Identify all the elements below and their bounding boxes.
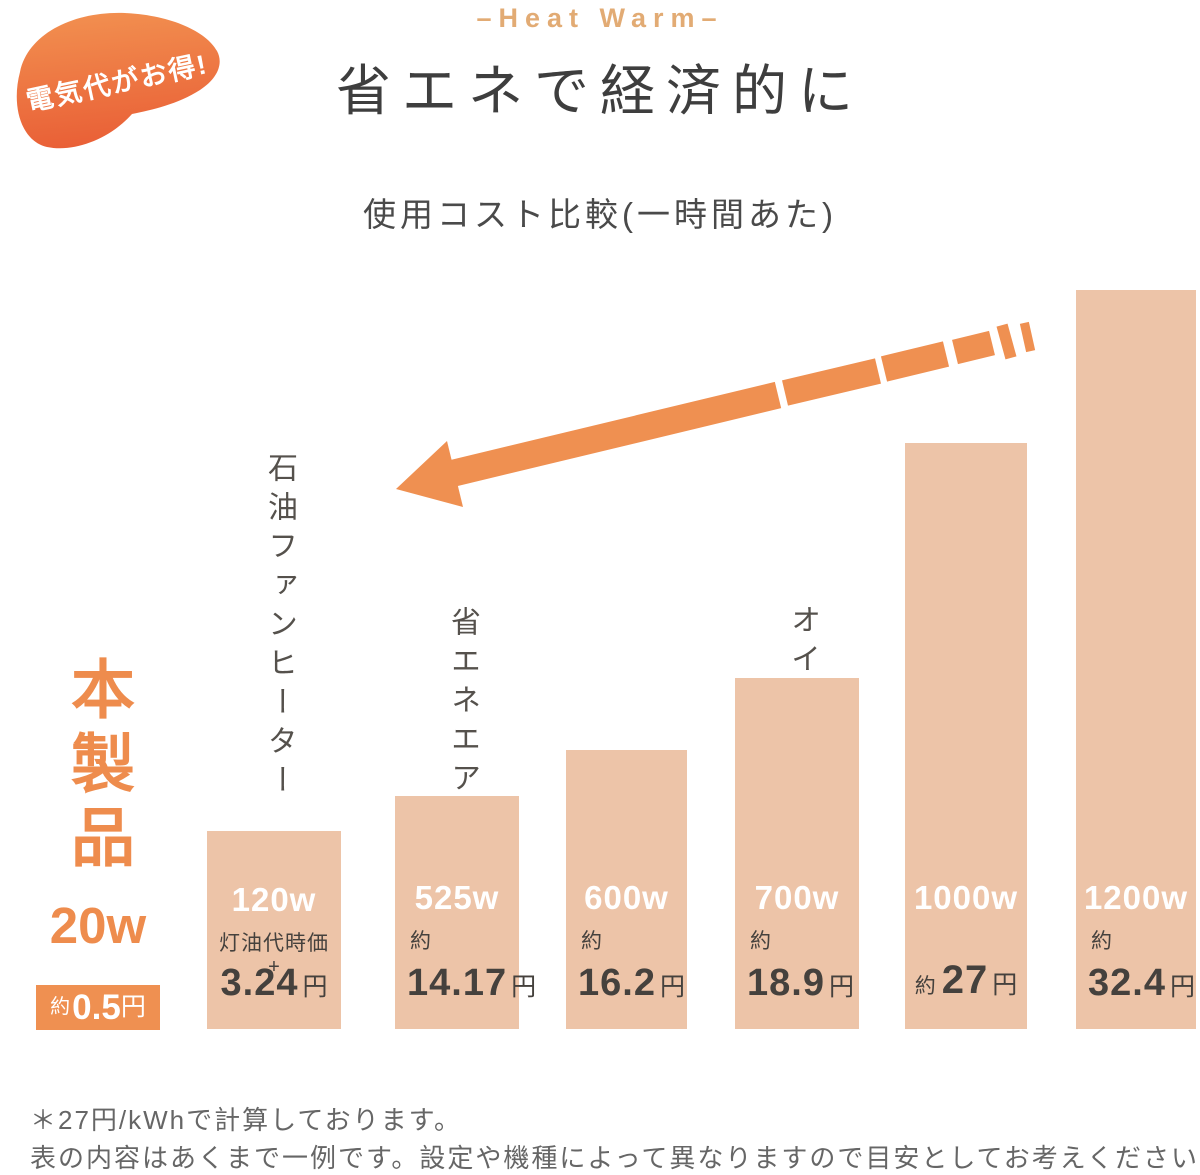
bar-approx: 約 [750, 930, 771, 953]
bar-wattage: 1000w [913, 879, 1019, 916]
bar-price: 18.9 円 [747, 962, 854, 1005]
product-cost-approx: 約 [50, 996, 71, 1018]
bar-approx: 約 [581, 930, 602, 953]
bar-approx: 約 [914, 975, 936, 998]
bar-plus-sign: + [268, 956, 280, 978]
bar-price: 14.17 円 [407, 962, 536, 1005]
footnote-rate: ＊27円/kWhで計算しております。 [30, 1105, 462, 1135]
bar-wattage: 120w [231, 881, 317, 918]
bar-approx: 約 [410, 930, 431, 953]
page-title: 省エネで経済的に [335, 60, 864, 122]
bar-price-unit: 円 [1169, 973, 1195, 1001]
page-subtitle: 使用コスト比較(一時間あた) [363, 196, 837, 233]
bar-approx: 約 [1091, 930, 1112, 953]
product-cost-unit: 円 [120, 993, 146, 1021]
bar-price-value: 27 [941, 958, 989, 1002]
badge-ribbon-shape [16, 12, 220, 149]
bar-price-unit: 円 [511, 973, 537, 1001]
footnote-disclaimer: 表の内容はあくまで一例です。設定や機種によって異なりますので目安としてお考えくだ… [30, 1143, 1200, 1173]
bar-price: 16.2 円 [578, 962, 685, 1005]
bar-price-value: 16.2 [578, 962, 656, 1004]
bar-price-unit: 円 [828, 973, 854, 1001]
product-wattage: 20w [49, 897, 147, 954]
bar-eco-aircon: 525w 約 14.17 円 [395, 796, 536, 1029]
bar-price-value: 32.4 [1088, 962, 1166, 1004]
bar-price-unit: 円 [992, 971, 1018, 999]
bar-price: 32.4 円 [1088, 962, 1195, 1005]
bar-price-value: 14.17 [407, 962, 508, 1004]
bar-price: 3.24 円 [207, 962, 341, 1005]
bar-price-unit: 円 [302, 973, 328, 1001]
product-name: 本製品 [62, 656, 134, 878]
category-label-oil-fan-heater: 石油ファンヒーター [263, 452, 296, 803]
bar-wattage: 525w [414, 879, 500, 916]
bar-price-unit: 円 [659, 973, 685, 1001]
bar-ceramic-fan-heater: 1200w 約 32.4 円 [1076, 290, 1196, 1029]
bar-wattage: 600w [584, 879, 669, 916]
bar-price: 約 27 円 [905, 958, 1027, 1003]
tagline: –Heat Warm– [476, 3, 724, 33]
bar-oil-fan-heater: 120w 灯油代時価 + 3.24 円 [207, 831, 341, 1029]
bar-price-value: 3.24 [220, 962, 299, 1004]
bar-wattage: 1200w [1083, 879, 1189, 916]
bar-oil-stove: 1000w 約 27 円 [905, 443, 1027, 1029]
product-cost-tag: 約 0.5 円 [36, 985, 160, 1030]
product-cost-value: 0.5 [72, 988, 121, 1027]
bar-kerosene-note: 灯油代時価 [219, 932, 329, 955]
bar-oil-heater: 700w 約 18.9 円 [735, 678, 859, 1029]
bar-kotatsu: 600w 約 16.2 円 [566, 750, 687, 1029]
bar-price-value: 18.9 [747, 962, 825, 1004]
bar-wattage: 700w [754, 879, 840, 916]
deal-badge: 電気代がお得! [16, 12, 220, 149]
